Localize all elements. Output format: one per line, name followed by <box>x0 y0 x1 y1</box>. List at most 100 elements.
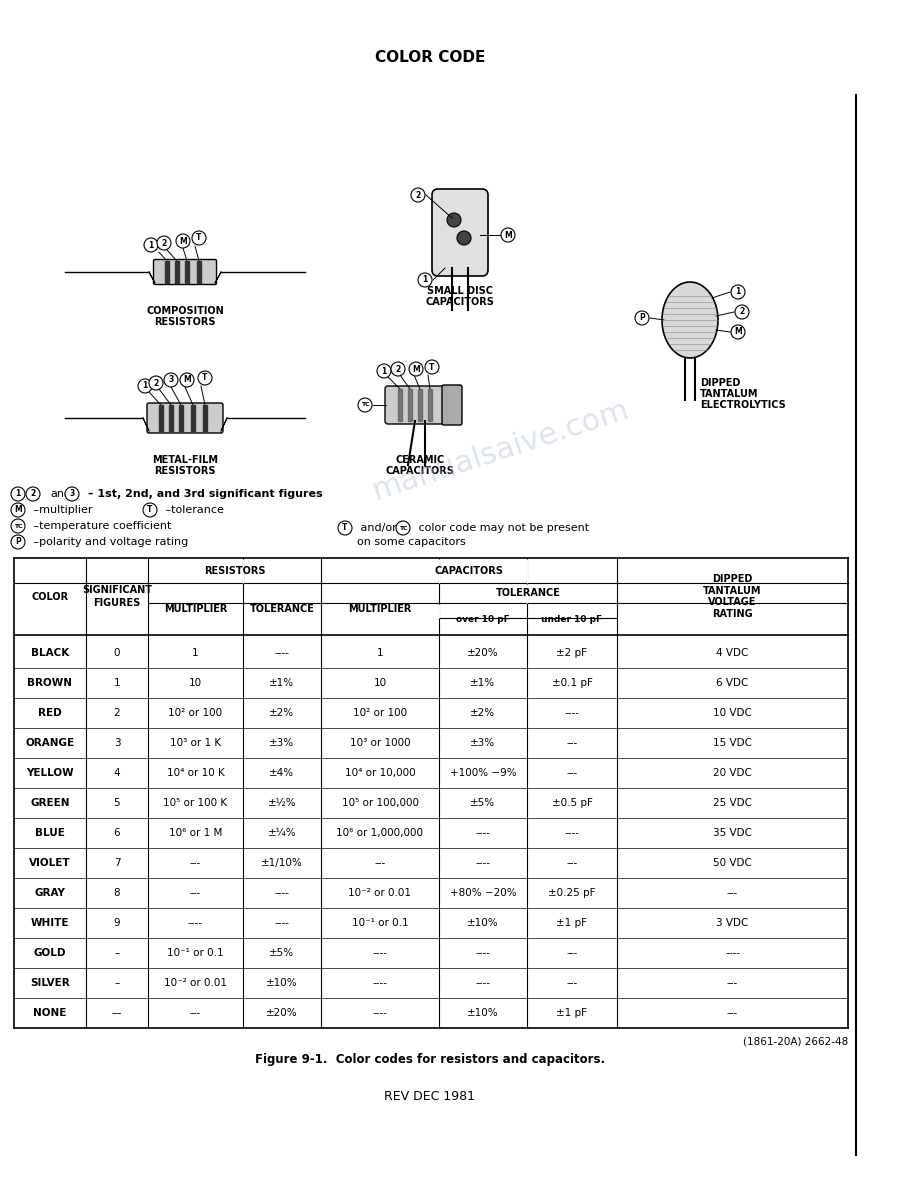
Text: 3: 3 <box>169 375 174 385</box>
FancyBboxPatch shape <box>385 386 455 424</box>
Text: ±¼%: ±¼% <box>267 828 296 838</box>
Text: ±3%: ±3% <box>471 738 496 748</box>
Text: 10 VDC: 10 VDC <box>713 708 752 718</box>
Text: ----: ---- <box>475 828 490 838</box>
Text: CAPACITORS: CAPACITORS <box>426 297 495 307</box>
Text: 10⁴ or 10 K: 10⁴ or 10 K <box>167 767 224 778</box>
Text: 10⁵ or 100 K: 10⁵ or 100 K <box>163 798 227 808</box>
Text: 10⁶ or 1,000,000: 10⁶ or 1,000,000 <box>336 828 423 838</box>
Text: ----: ---- <box>188 918 203 928</box>
FancyBboxPatch shape <box>147 403 223 432</box>
Text: ---: --- <box>190 887 202 898</box>
Bar <box>165 261 169 283</box>
Text: BROWN: BROWN <box>27 678 72 688</box>
Text: ----: ---- <box>475 948 490 958</box>
Text: ±20%: ±20% <box>467 647 499 658</box>
Text: and/or: and/or <box>357 523 400 533</box>
Text: WHITE: WHITE <box>31 918 70 928</box>
Text: 10⁵ or 100,000: 10⁵ or 100,000 <box>342 798 419 808</box>
Text: TC: TC <box>361 403 369 407</box>
Text: ---: --- <box>566 738 578 748</box>
Text: COLOR CODE: COLOR CODE <box>375 51 485 65</box>
Text: ±0.5 pF: ±0.5 pF <box>551 798 593 808</box>
Circle shape <box>425 360 439 374</box>
Circle shape <box>338 522 352 535</box>
Text: 3: 3 <box>70 489 74 499</box>
Text: 10² or 100: 10² or 100 <box>169 708 223 718</box>
Text: COLOR: COLOR <box>31 592 69 601</box>
Text: ±1 pF: ±1 pF <box>557 1007 587 1018</box>
Circle shape <box>396 522 410 535</box>
Text: 1: 1 <box>736 287 741 297</box>
Circle shape <box>377 364 391 378</box>
Text: 8: 8 <box>114 887 120 898</box>
Text: SIGNIFICANT
FIGURES: SIGNIFICANT FIGURES <box>82 586 152 608</box>
Text: 10: 10 <box>374 678 387 688</box>
Bar <box>175 261 179 283</box>
Circle shape <box>144 238 158 252</box>
Text: ----: ---- <box>475 978 490 988</box>
Circle shape <box>198 371 212 385</box>
Text: ±5%: ±5% <box>471 798 496 808</box>
Circle shape <box>731 326 745 339</box>
Text: over 10 pF: over 10 pF <box>456 614 510 624</box>
Circle shape <box>457 230 471 245</box>
Polygon shape <box>662 282 718 358</box>
Text: +80% −20%: +80% −20% <box>450 887 517 898</box>
Circle shape <box>501 228 515 242</box>
Text: ±10%: ±10% <box>467 918 499 928</box>
Text: METAL-FILM: METAL-FILM <box>152 455 218 465</box>
Text: T: T <box>147 506 153 514</box>
Text: –polarity and voltage rating: –polarity and voltage rating <box>30 537 189 546</box>
Bar <box>185 261 189 283</box>
Bar <box>428 388 432 421</box>
Text: P: P <box>639 314 645 322</box>
Text: GOLD: GOLD <box>34 948 66 958</box>
Text: COMPOSITION: COMPOSITION <box>147 307 224 316</box>
Text: ----: ---- <box>725 948 740 958</box>
Text: ±4%: ±4% <box>269 767 295 778</box>
Text: ---: --- <box>566 978 578 988</box>
Text: under 10 pF: under 10 pF <box>541 614 603 624</box>
Text: 10⁶ or 1 M: 10⁶ or 1 M <box>169 828 223 838</box>
Text: ----: ---- <box>373 978 387 988</box>
Text: (1861-20A) 2662-48: (1861-20A) 2662-48 <box>743 1037 848 1047</box>
Text: NONE: NONE <box>33 1007 67 1018</box>
Text: CAPACITORS: CAPACITORS <box>434 565 504 575</box>
Text: 2: 2 <box>114 708 120 718</box>
Text: ±½%: ±½% <box>267 798 296 808</box>
Text: ---: --- <box>190 858 202 868</box>
Circle shape <box>180 373 194 387</box>
Text: M: M <box>734 328 742 336</box>
Text: ----: ---- <box>275 887 289 898</box>
Text: YELLOW: YELLOW <box>27 767 74 778</box>
Text: 10³ or 1 K: 10³ or 1 K <box>170 738 221 748</box>
Text: ---: --- <box>375 858 386 868</box>
Circle shape <box>138 379 152 393</box>
Text: ----: ---- <box>275 647 289 658</box>
Bar <box>398 388 402 421</box>
Text: ----: ---- <box>275 918 289 928</box>
Text: SILVER: SILVER <box>30 978 70 988</box>
FancyBboxPatch shape <box>442 385 462 425</box>
Bar <box>197 261 201 283</box>
Circle shape <box>26 487 40 501</box>
Circle shape <box>735 305 749 320</box>
Text: T: T <box>430 362 435 372</box>
Text: –: – <box>114 948 120 958</box>
Circle shape <box>164 373 178 387</box>
Text: CAPACITORS: CAPACITORS <box>386 466 454 476</box>
Circle shape <box>176 234 190 248</box>
Text: –tolerance: –tolerance <box>162 505 224 516</box>
Circle shape <box>391 362 405 375</box>
Text: BLUE: BLUE <box>35 828 65 838</box>
Circle shape <box>157 236 171 249</box>
Text: ----: ---- <box>373 948 387 958</box>
Bar <box>191 405 195 431</box>
Text: 1: 1 <box>422 276 428 284</box>
Text: –temperature coefficient: –temperature coefficient <box>30 522 171 531</box>
Text: M: M <box>183 375 191 385</box>
Text: 4 VDC: 4 VDC <box>716 647 748 658</box>
Text: M: M <box>412 365 420 373</box>
Text: ––: –– <box>112 1007 122 1018</box>
